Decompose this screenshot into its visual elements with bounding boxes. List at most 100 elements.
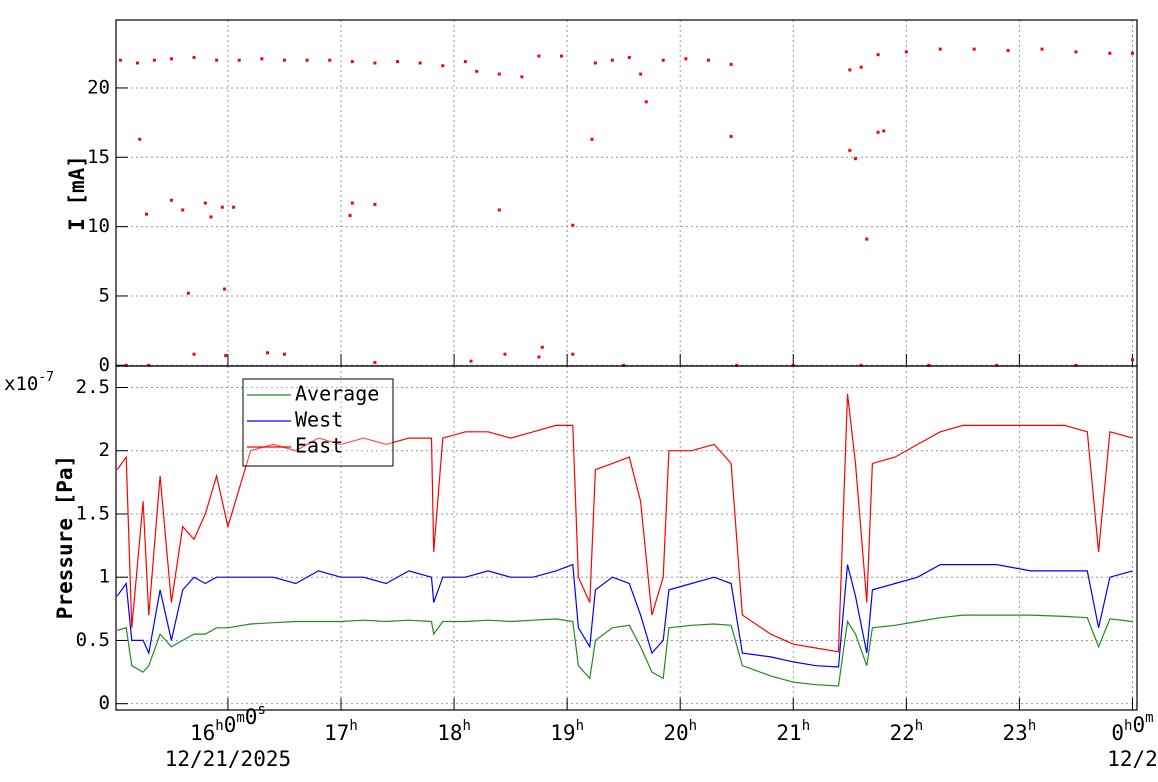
data-point: [540, 345, 544, 349]
y-tick-label: 5: [99, 284, 110, 306]
data-point: [1006, 49, 1010, 53]
data-point: [232, 205, 236, 209]
x-tick-label: 17h: [324, 718, 358, 745]
data-point: [266, 351, 270, 355]
y-tick-label: 0: [99, 354, 110, 376]
data-point: [661, 58, 665, 62]
data-point: [203, 201, 207, 205]
x-date-label: 12/2: [1107, 747, 1158, 771]
series-line: [116, 614, 1133, 687]
data-point: [684, 57, 688, 61]
data-point: [220, 205, 224, 209]
data-point: [152, 58, 156, 62]
data-point: [520, 75, 524, 79]
y-tick-label: 1.5: [76, 502, 110, 524]
data-point: [350, 201, 354, 205]
y-tick-label: 2: [99, 439, 110, 461]
x-tick-label: 22h: [889, 718, 923, 745]
data-point: [1108, 51, 1112, 55]
legend-label: East: [295, 434, 343, 458]
data-point: [876, 53, 880, 57]
data-point: [469, 359, 473, 363]
data-point: [169, 198, 173, 202]
data-point: [305, 58, 309, 62]
y-tick-label: 1: [99, 566, 110, 588]
data-point: [571, 352, 575, 356]
data-point: [859, 65, 863, 69]
data-point: [497, 72, 501, 76]
data-point: [260, 57, 264, 61]
data-point: [859, 363, 863, 367]
data-point: [418, 61, 422, 65]
plot-frame: [115, 365, 1138, 711]
data-point: [644, 100, 648, 104]
data-point: [181, 208, 185, 212]
data-point: [373, 361, 377, 365]
x-tick-label: 18h: [437, 718, 471, 745]
data-point: [373, 61, 377, 65]
data-point: [537, 355, 541, 359]
data-point: [373, 202, 377, 206]
data-point: [1074, 50, 1078, 54]
data-point: [441, 64, 445, 68]
data-point: [503, 352, 507, 356]
data-point: [1074, 363, 1078, 367]
data-point: [348, 214, 352, 218]
data-point: [610, 58, 614, 62]
legend-label: Average: [295, 382, 379, 406]
data-point: [590, 137, 594, 141]
data-point: [209, 215, 213, 219]
multiplier-base: x10: [4, 373, 38, 395]
data-point: [904, 50, 908, 54]
data-point: [735, 363, 739, 367]
data-point: [475, 69, 479, 73]
legend-label: West: [295, 408, 343, 432]
data-point: [186, 291, 190, 295]
data-point: [119, 58, 123, 62]
data-point: [223, 287, 227, 291]
data-point: [328, 58, 332, 62]
data-point: [537, 54, 541, 58]
data-point: [938, 47, 942, 51]
data-point: [882, 129, 886, 133]
data-point: [622, 363, 626, 367]
y-tick-label: 10: [87, 215, 110, 237]
legend-box: [242, 378, 394, 467]
data-point: [192, 55, 196, 59]
data-point: [135, 61, 139, 65]
data-point: [848, 148, 852, 152]
data-point: [593, 61, 597, 65]
data-point: [853, 157, 857, 161]
data-point: [282, 58, 286, 62]
x-tick-label: 20h: [663, 718, 697, 745]
data-point: [729, 134, 733, 138]
data-point: [865, 237, 869, 241]
data-point: [215, 58, 219, 62]
data-point: [927, 363, 931, 367]
data-point: [995, 363, 999, 367]
data-point: [1040, 47, 1044, 51]
data-point: [350, 60, 354, 64]
y-tick-label: 0: [99, 692, 110, 714]
data-point: [627, 55, 631, 59]
data-point: [124, 363, 128, 367]
x-tick-label: 19h: [550, 718, 584, 745]
data-point: [972, 47, 976, 51]
data-point: [169, 57, 173, 61]
data-point: [1130, 358, 1134, 362]
multiplier-exponent: -7: [38, 370, 54, 385]
y-tick-label: 0.5: [76, 629, 110, 651]
data-point: [192, 352, 196, 356]
x-tick-label: 23h: [1003, 718, 1037, 745]
y-axis-title: I [mA]: [65, 155, 89, 231]
data-point: [791, 363, 795, 367]
data-point: [224, 354, 228, 358]
data-point: [639, 72, 643, 76]
axis-multiplier: x10-7: [4, 370, 54, 395]
data-point: [396, 60, 400, 64]
data-point: [145, 212, 149, 216]
data-point: [282, 352, 286, 356]
